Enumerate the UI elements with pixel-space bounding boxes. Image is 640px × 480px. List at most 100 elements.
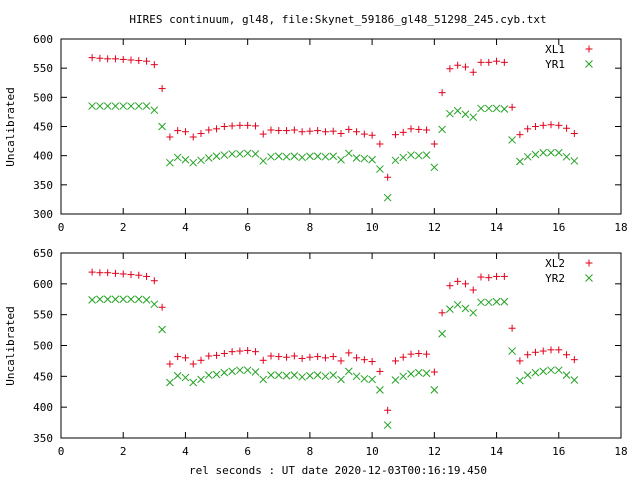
x-tick-label: 8: [307, 221, 314, 234]
data-point: [399, 372, 408, 381]
data-point: [555, 121, 563, 129]
bottom-series-marks: [88, 268, 579, 429]
data-point: [283, 127, 291, 135]
data-point: [174, 353, 182, 361]
data-point: [213, 351, 221, 359]
data-point: [267, 152, 275, 161]
data-point: [438, 125, 446, 134]
data-point: [376, 165, 384, 173]
data-point: [353, 128, 361, 136]
data-point: [150, 277, 158, 285]
data-point: [158, 122, 166, 131]
x-tick-label: 18: [614, 221, 627, 234]
x-tick-label: 6: [244, 445, 251, 458]
data-point: [181, 128, 189, 136]
data-point: [181, 155, 190, 164]
data-point: [314, 353, 322, 361]
data-point: [360, 374, 369, 383]
data-point: [539, 367, 548, 376]
data-point: [391, 376, 400, 384]
data-point: [516, 131, 524, 139]
data-point: [407, 151, 415, 159]
data-point: [399, 153, 408, 162]
data-point: [134, 102, 143, 110]
top-series-marks: [88, 54, 579, 202]
data-point: [329, 127, 337, 135]
data-point: [236, 366, 244, 375]
data-point: [508, 347, 516, 355]
data-point: [119, 295, 128, 304]
data-point: [197, 375, 205, 384]
data-point: [251, 122, 259, 130]
x-tick-label: 10: [365, 445, 378, 458]
data-point: [360, 154, 369, 163]
data-point: [360, 356, 368, 364]
x-tick-label: 16: [552, 221, 565, 234]
data-point: [181, 354, 189, 362]
data-point: [344, 367, 353, 376]
data-point: [267, 126, 275, 134]
data-point: [228, 122, 236, 130]
data-point: [524, 351, 532, 359]
data-point: [531, 150, 540, 159]
data-point: [539, 347, 547, 355]
data-point: [477, 104, 485, 113]
data-point: [166, 360, 174, 368]
data-point: [134, 295, 143, 304]
x-tick-label: 12: [428, 445, 441, 458]
legend-marker: [585, 45, 593, 53]
data-point: [103, 295, 112, 304]
y-tick-label: 550: [33, 309, 53, 322]
x-tick-label: 14: [490, 445, 504, 458]
data-point: [189, 133, 197, 141]
data-point: [329, 371, 338, 379]
x-tick-label: 6: [244, 221, 251, 234]
data-point: [298, 354, 306, 362]
data-point: [485, 274, 493, 282]
data-point: [104, 55, 112, 63]
bottom-y-axis-label: Uncalibrated: [4, 306, 17, 385]
data-point: [422, 151, 431, 159]
data-point: [103, 102, 112, 110]
data-point: [570, 130, 578, 137]
data-point: [508, 103, 516, 111]
data-point: [220, 368, 229, 377]
data-point: [539, 121, 547, 129]
data-point: [531, 123, 539, 130]
data-point: [570, 376, 579, 384]
data-point: [142, 102, 151, 110]
data-point: [345, 125, 353, 133]
data-point: [189, 378, 198, 387]
x-tick-label: 12: [428, 221, 441, 234]
data-point: [414, 151, 423, 160]
data-point: [407, 350, 415, 358]
data-point: [127, 56, 135, 64]
data-point: [127, 271, 135, 279]
data-point: [391, 156, 400, 165]
data-point: [570, 356, 578, 364]
data-point: [360, 130, 368, 138]
data-point: [563, 351, 571, 359]
data-point: [399, 128, 407, 136]
top-y-axis-label: Uncalibrated: [4, 87, 17, 166]
data-point: [150, 61, 158, 69]
x-axis-label: rel seconds : UT date 2020-12-03T00:16:1…: [189, 464, 487, 477]
data-point: [376, 386, 384, 394]
bottom-plot-frame: [60, 252, 622, 439]
data-point: [484, 104, 493, 113]
data-point: [313, 371, 322, 379]
data-point: [96, 102, 104, 110]
data-point: [383, 421, 392, 429]
data-point: [212, 370, 221, 379]
data-point: [531, 348, 539, 356]
data-point: [485, 58, 493, 66]
data-point: [298, 128, 306, 136]
data-point: [96, 295, 104, 304]
bottom-panel: 0 2 4 6 8 10 12 14 16 18 350 400 450 500 550 600 650 Un…: [4, 247, 628, 458]
data-point: [96, 54, 104, 62]
data-point: [423, 126, 431, 134]
data-point: [523, 152, 532, 161]
data-point: [368, 155, 376, 164]
y-tick-label: 500: [33, 340, 53, 353]
